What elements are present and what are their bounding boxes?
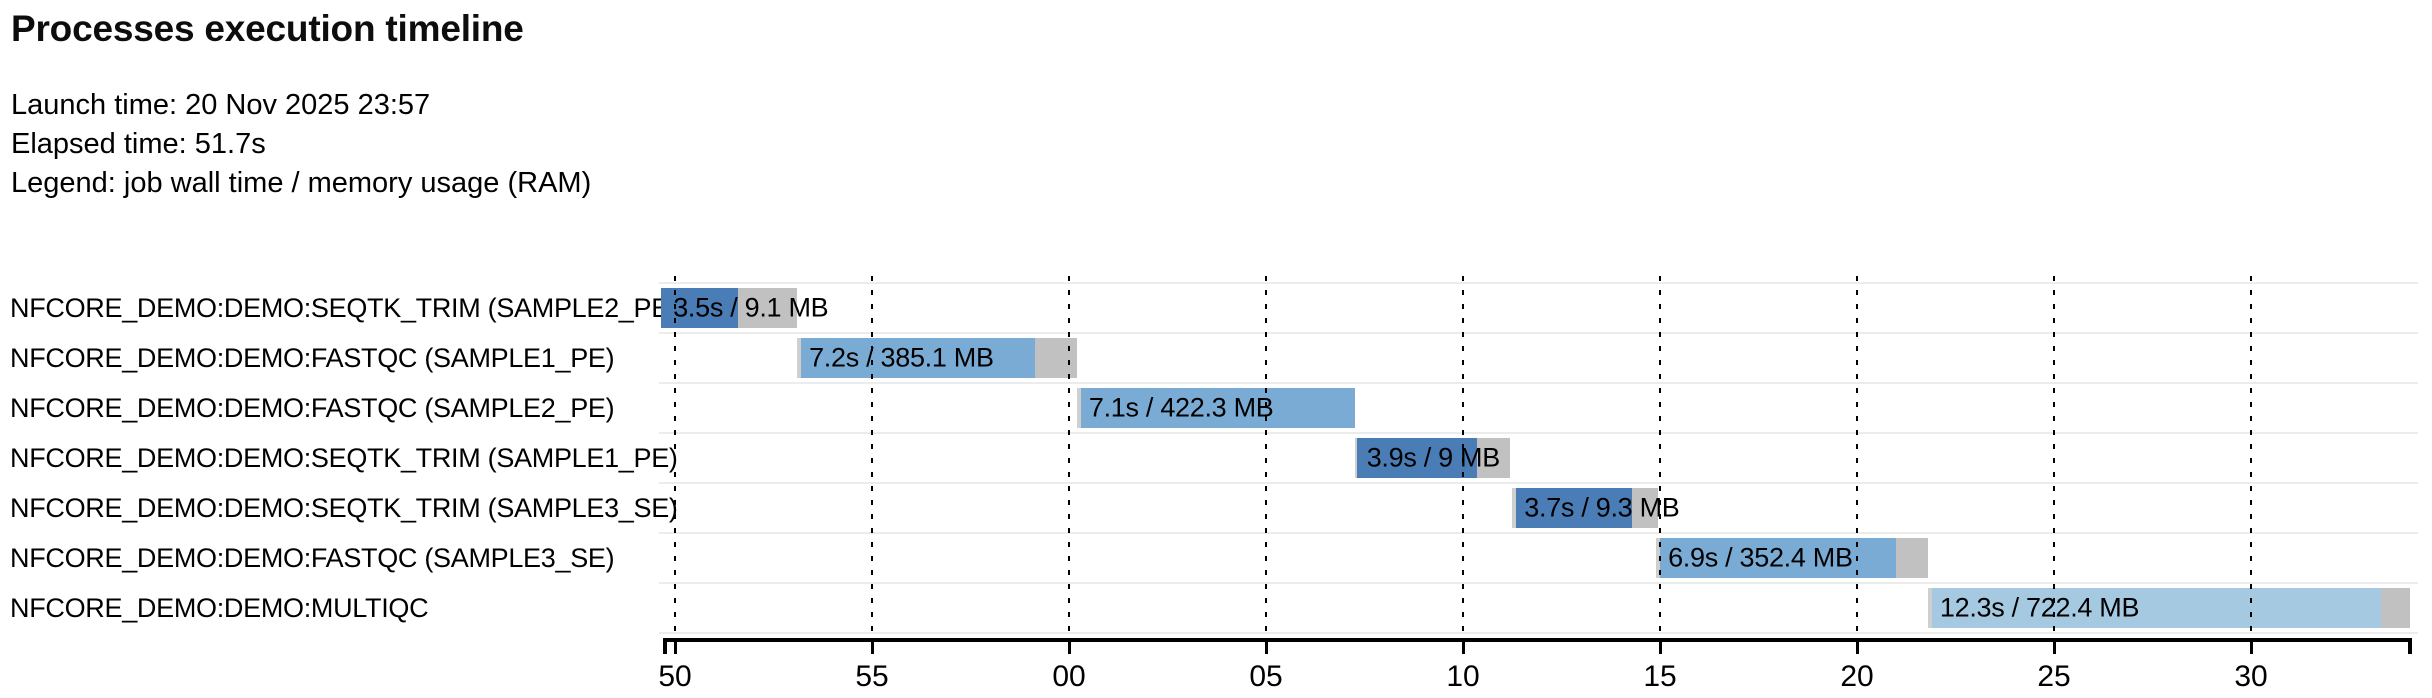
process-label: NFCORE_DEMO:DEMO:FASTQC (SAMPLE3_SE) xyxy=(10,542,615,573)
bar-label: 6.9s / 352.4 MB xyxy=(1668,542,1853,573)
row-separator xyxy=(659,632,2418,634)
gridline xyxy=(871,276,873,638)
bar-tail-segment xyxy=(1476,438,1511,478)
task-bar: 7.1s / 422.3 MB xyxy=(1076,388,1355,428)
bar-runtime-segment xyxy=(1356,438,1477,478)
bar-tail-segment xyxy=(1632,488,1658,528)
axis-tick-label: 00 xyxy=(1052,660,1086,693)
axis-tick-label: 10 xyxy=(1446,660,1480,693)
bar-label: 3.7s / 9.3 MB xyxy=(1524,492,1680,523)
axis-tick xyxy=(870,640,874,654)
gridline xyxy=(674,276,676,638)
task-bar: 3.5s / 9.1 MB xyxy=(661,288,829,328)
x-axis-line xyxy=(663,638,2412,642)
bar-label: 7.2s / 385.1 MB xyxy=(809,342,994,373)
process-label: NFCORE_DEMO:DEMO:SEQTK_TRIM (SAMPLE3_SE) xyxy=(10,492,678,523)
bar-tail-segment xyxy=(1035,338,1077,378)
row-separator xyxy=(659,482,2418,484)
task-bar: 3.9s / 9 MB xyxy=(1354,438,1511,478)
bar-submit-segment xyxy=(1512,488,1517,528)
bar-submit-segment xyxy=(797,338,801,378)
gridline xyxy=(1265,276,1267,638)
process-label: NFCORE_DEMO:DEMO:MULTIQC xyxy=(10,592,429,623)
bar-submit-segment xyxy=(1656,538,1660,578)
bar-runtime-segment xyxy=(1931,588,2381,628)
axis-tick-label: 20 xyxy=(1840,660,1874,693)
bar-tail-segment xyxy=(1896,538,1928,578)
row-separator xyxy=(659,282,2418,284)
axis-tick xyxy=(1658,640,1662,654)
gridline xyxy=(1462,276,1464,638)
elapsed-time-line: Elapsed time: 51.7s xyxy=(11,128,266,160)
run-meta: Launch time: 20 Nov 2025 23:57 Elapsed t… xyxy=(11,86,591,203)
axis-tick-label: 05 xyxy=(1249,660,1283,693)
axis-tick xyxy=(1264,640,1268,654)
bar-submit-segment xyxy=(1354,438,1357,478)
gridline xyxy=(1068,276,1070,638)
bar-label: 12.3s / 722.4 MB xyxy=(1939,592,2140,623)
gridline xyxy=(1856,276,1858,638)
bar-runtime-segment xyxy=(1080,388,1355,428)
process-label: NFCORE_DEMO:DEMO:SEQTK_TRIM (SAMPLE2_PE) xyxy=(10,292,678,323)
bar-runtime-segment xyxy=(1516,488,1633,528)
row-separator xyxy=(659,532,2418,534)
task-bar: 7.2s / 385.1 MB xyxy=(797,338,1077,378)
axis-end-cap xyxy=(2408,638,2412,654)
launch-time-line: Launch time: 20 Nov 2025 23:57 xyxy=(11,89,431,121)
legend-line: Legend: job wall time / memory usage (RA… xyxy=(11,167,592,199)
bar-submit-segment xyxy=(1927,588,1932,628)
axis-tick-label: 30 xyxy=(2234,660,2268,693)
row-separator xyxy=(659,382,2418,384)
gridline xyxy=(2250,276,2252,638)
axis-tick-label: 15 xyxy=(1643,660,1677,693)
row-separator xyxy=(659,582,2418,584)
gridline xyxy=(2053,276,2055,638)
bar-runtime-segment xyxy=(800,338,1036,378)
bar-label: 7.1s / 422.3 MB xyxy=(1088,392,1274,423)
process-label: NFCORE_DEMO:DEMO:FASTQC (SAMPLE1_PE) xyxy=(10,342,615,373)
axis-tick xyxy=(1461,640,1465,654)
axis-tick xyxy=(1855,640,1859,654)
row-separator xyxy=(659,432,2418,434)
task-bar: 3.7s / 9.3 MB xyxy=(1512,488,1680,528)
axis-tick-label: 50 xyxy=(658,660,692,693)
bar-label: 3.9s / 9 MB xyxy=(1366,442,1501,473)
bar-runtime-segment xyxy=(661,288,738,328)
page-title: Processes execution timeline xyxy=(11,8,524,49)
gridline xyxy=(1659,276,1661,638)
bar-submit-segment xyxy=(1076,388,1081,428)
process-label: NFCORE_DEMO:DEMO:FASTQC (SAMPLE2_PE) xyxy=(10,392,615,423)
bar-tail-segment xyxy=(2380,588,2411,628)
bar-tail-segment xyxy=(737,288,798,328)
axis-tick xyxy=(2249,640,2253,654)
task-bar: 12.3s / 722.4 MB xyxy=(1927,588,2411,628)
axis-tick-label: 25 xyxy=(2037,660,2071,693)
row-separator xyxy=(659,332,2418,334)
axis-tick-label: 55 xyxy=(855,660,889,693)
axis-end-cap xyxy=(663,638,667,654)
task-bar: 6.9s / 352.4 MB xyxy=(1656,538,1928,578)
process-label: NFCORE_DEMO:DEMO:SEQTK_TRIM (SAMPLE1_PE) xyxy=(10,442,678,473)
axis-tick xyxy=(1067,640,1071,654)
bar-label: 3.5s / 9.1 MB xyxy=(673,292,829,323)
axis-tick xyxy=(2052,640,2056,654)
axis-tick xyxy=(673,640,677,654)
